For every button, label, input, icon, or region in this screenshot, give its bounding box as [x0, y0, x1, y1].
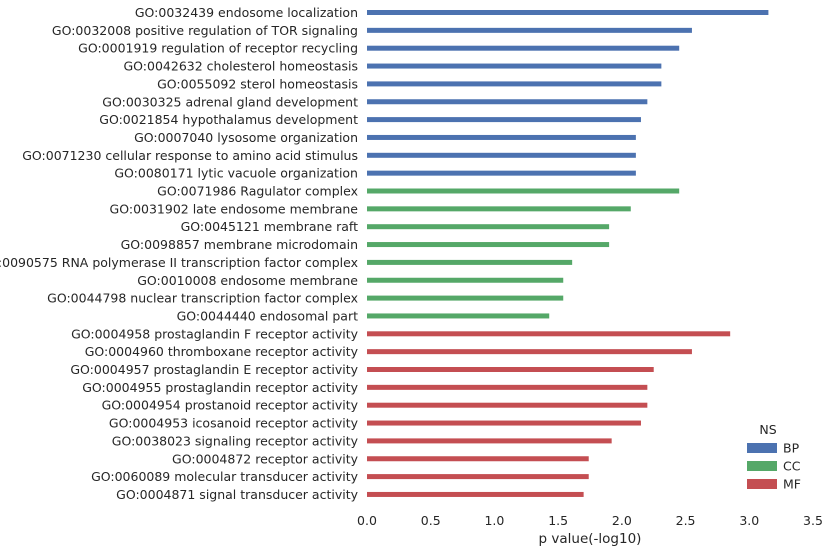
category-label: GO:0004871 signal transducer activity — [116, 487, 358, 502]
legend-swatch — [747, 443, 777, 453]
x-tick-label: 0.0 — [357, 513, 377, 528]
bar — [367, 438, 612, 444]
bar — [367, 27, 692, 33]
x-tick-label: 2.5 — [676, 513, 696, 528]
bar — [367, 242, 610, 248]
category-label: GO:0007040 lysosome organization — [134, 130, 358, 145]
legend-entries: BP CC MF — [747, 441, 801, 492]
category-label: GO:0030325 adrenal gland development — [102, 94, 358, 109]
category-label: GO:0090575 RNA polymerase II transcripti… — [0, 255, 358, 270]
bar — [367, 420, 641, 426]
category-label: GO:0004960 thromboxane receptor activity — [85, 344, 359, 359]
category-label: GO:0021854 hypothalamus development — [99, 112, 358, 127]
bar — [367, 134, 636, 140]
bar — [367, 456, 589, 462]
category-label: GO:0004958 prostaglandin F receptor acti… — [71, 326, 359, 341]
bar — [367, 170, 636, 176]
category-label: GO:0042632 cholesterol homeostasis — [124, 59, 359, 74]
bar — [367, 10, 769, 15]
category-label: GO:0004954 prostanoid receptor activity — [102, 398, 359, 413]
bar — [367, 45, 680, 51]
category-label: GO:0098857 membrane microdomain — [121, 237, 358, 252]
x-tick-label: 3.5 — [803, 513, 823, 528]
bar — [367, 295, 564, 301]
bar — [367, 491, 584, 497]
bar — [367, 117, 641, 123]
category-label: GO:0031902 late endosome membrane — [110, 201, 359, 216]
x-tick-label: 2.0 — [612, 513, 632, 528]
category-label: GO:0045121 membrane raft — [181, 219, 359, 234]
category-label: GO:0080171 lytic vacuole organization — [114, 166, 358, 181]
category-label: GO:0055092 sterol homeostasis — [157, 76, 358, 91]
category-label: GO:0044440 endosomal part — [177, 308, 359, 323]
bar — [367, 206, 631, 212]
bar — [367, 402, 648, 408]
category-label: GO:0032439 endosome localization — [135, 5, 358, 20]
bar — [367, 313, 550, 319]
bar — [367, 349, 692, 355]
x-tick-label: 1.5 — [548, 513, 568, 528]
bar — [367, 99, 648, 105]
legend-swatch — [747, 461, 777, 471]
category-label: GO:0038023 signaling receptor activity — [112, 433, 359, 448]
legend-label: MF — [783, 477, 801, 492]
category-label: GO:0004872 receptor activity — [172, 451, 359, 466]
category-label: GO:0004955 prostaglandin receptor activi… — [82, 380, 358, 395]
legend-label: CC — [783, 459, 801, 474]
legend-label: BP — [783, 441, 800, 456]
bar — [367, 188, 680, 194]
legend-title: NS — [759, 422, 776, 437]
bar — [367, 367, 654, 372]
x-tick-label: 3.0 — [739, 513, 759, 528]
x-tick-label: 0.5 — [421, 513, 441, 528]
bar — [367, 474, 589, 480]
category-label: GO:0044798 nuclear transcription factor … — [47, 291, 358, 306]
bar — [367, 384, 648, 390]
category-label: GO:0071986 Ragulator complex — [157, 184, 358, 199]
category-label: GO:0071230 cellular response to amino ac… — [22, 148, 358, 163]
bar — [367, 224, 610, 230]
category-label: GO:0004957 prostaglandin E receptor acti… — [70, 362, 358, 377]
bar — [367, 63, 662, 69]
bar — [367, 331, 731, 337]
bars — [367, 10, 769, 497]
x-tick-label: 1.0 — [484, 513, 504, 528]
category-label: GO:0010008 endosome membrane — [137, 273, 358, 288]
category-labels: GO:0032439 endosome localization GO:00320… — [0, 5, 359, 502]
x-axis-label: p value(-log10) — [539, 531, 642, 547]
x-axis-ticks: 0.0 0.5 1.0 1.5 2.0 2.5 3.0 3.5 — [357, 513, 823, 528]
legend: NS BP CC MF — [747, 422, 801, 492]
category-label: GO:0004953 icosanoid receptor activity — [109, 416, 359, 431]
bar — [367, 152, 636, 158]
category-label: GO:0060089 molecular transducer activity — [91, 469, 359, 484]
category-label: GO:0001919 regulation of receptor recycl… — [78, 41, 358, 56]
category-label: GO:0032008 positive regulation of TOR si… — [52, 23, 358, 38]
bar — [367, 277, 564, 283]
bar — [367, 259, 573, 265]
legend-swatch — [747, 479, 777, 489]
bar — [367, 81, 662, 87]
